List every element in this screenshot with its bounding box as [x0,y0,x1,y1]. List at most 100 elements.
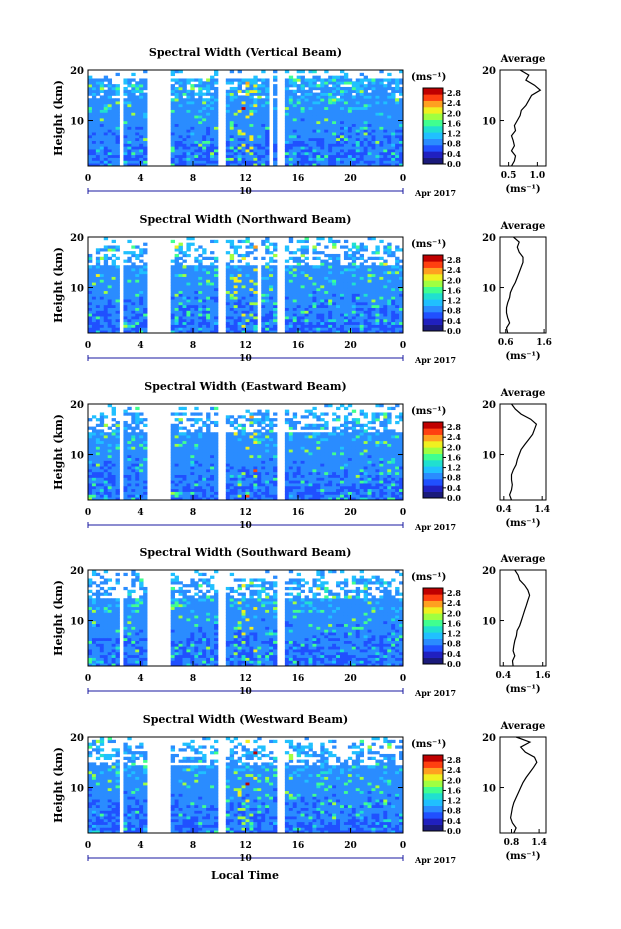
heatmap-cell [182,81,187,85]
heatmap-cell [308,106,313,110]
heatmap-cell [182,270,187,275]
heatmap-cell [379,154,384,158]
heatmap-cell [383,89,388,93]
heatmap-cell [135,452,140,456]
heatmap-cell [367,313,372,317]
heatmap-cell [359,132,365,136]
heatmap-cell [269,287,274,292]
heatmap-cell [139,324,144,328]
heatmap-cell [143,120,148,125]
heatmap-cell [123,259,128,263]
heatmap-cell [210,132,215,136]
heatmap-cell [351,270,357,275]
heatmap-cell [103,318,109,323]
heatmap-cell [206,273,211,277]
heatmap-cell [182,157,187,161]
heatmap-cell [186,137,191,141]
heatmap-cell [383,84,388,88]
heatmap-cell [253,120,258,125]
colorbar-swatch [423,157,443,165]
heatmap-cell [88,98,93,102]
heatmap-cell [399,103,404,108]
heatmap-cell [214,239,219,244]
heatmap-cell [111,406,116,411]
x-tick-label: 4 [137,174,143,184]
heatmap-cell [139,282,144,286]
heatmap-cell [115,310,120,314]
heatmap-cell [245,485,250,490]
heatmap-cell [296,160,302,164]
heatmap-cell [198,457,203,461]
heatmap-cell [328,160,333,164]
average-y-tick-label: 20 [482,233,496,244]
heatmap-cell [103,287,109,292]
heatmap-cell [300,140,305,144]
heatmap-cell [375,330,380,334]
heatmap-cell [324,140,329,144]
heatmap-cell [336,301,341,306]
heatmap-cell [355,273,361,277]
heatmap-cell [233,137,239,141]
heatmap-cell [284,118,290,122]
heatmap-cell [284,126,290,130]
colorbar-swatch [423,274,443,281]
heatmap-cell [186,276,191,280]
heatmap-cell [107,443,113,447]
heatmap-cell [351,279,357,283]
heatmap-cell [284,81,290,85]
heatmap-cell [363,143,368,147]
heatmap-cell [123,154,128,158]
x-tick-label: 8 [190,341,196,351]
heatmap-cell [143,488,148,492]
heatmap-cell [261,118,266,122]
heatmap-cell [174,89,179,93]
heatmap-cell [186,112,191,116]
heatmap-cell [288,98,294,102]
heatmap-cell [375,245,380,249]
heatmap-cell [178,256,183,260]
y-tick-label: 10 [70,284,84,295]
heatmap-cell [371,251,376,255]
heatmap-cell [186,440,191,444]
heatmap-cell [296,157,302,161]
heatmap-cell [178,70,183,74]
heatmap-cell [202,276,207,280]
heatmap-cell [336,259,341,263]
heatmap-cell [332,137,337,141]
heatmap-cell [320,118,325,122]
heatmap-cell [395,157,400,161]
heatmap-cell [182,115,187,119]
heatmap-cell [265,282,270,286]
heatmap-cell [265,160,270,164]
heatmap-cell [214,134,219,139]
colorbar-swatch [423,113,443,120]
heatmap-cell [198,151,203,156]
heatmap-cell [395,98,400,102]
heatmap-cell [206,86,211,91]
heatmap-cell [261,285,266,289]
heatmap-cell [359,248,365,252]
heatmap-cell [371,134,376,139]
heatmap-cell [99,488,105,492]
heatmap-cell [178,412,183,416]
heatmap-cell [383,86,388,91]
heatmap-cell [375,307,380,311]
heatmap-cell [225,474,231,478]
heatmap-cell [190,157,195,161]
average-y-tick-label: 10 [482,117,496,128]
heatmap-cell [170,429,176,433]
heatmap-cell [328,81,333,85]
heatmap-cell [343,86,349,91]
heatmap-cell [127,468,132,473]
heatmap-cell [95,435,101,439]
heatmap-cell [202,304,207,308]
heatmap-cell [111,485,116,490]
heatmap-cell [127,84,132,88]
heatmap-cell [214,154,219,158]
heatmap-cell [300,160,305,164]
heatmap-cell [139,143,144,147]
colorbar-swatch [423,318,443,325]
heatmap-cell [107,129,113,133]
heatmap-cell [359,109,365,113]
heatmap-cell [343,296,349,300]
